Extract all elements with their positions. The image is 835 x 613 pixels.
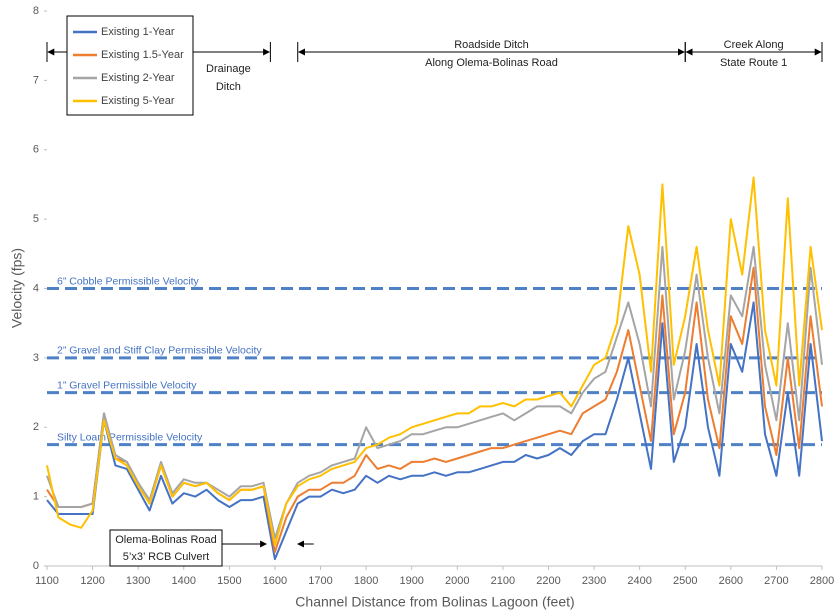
- x-tick-label: 2200: [536, 575, 560, 587]
- y-tick-label: 1: [33, 491, 39, 503]
- x-tick-label: 1700: [308, 575, 332, 587]
- legend-label: Existing 1-Year: [101, 26, 175, 38]
- culvert-label: 5’x3’ RCB Culvert: [123, 551, 209, 563]
- culvert-box: [109, 529, 223, 567]
- y-axis-title: Velocity (fps): [9, 248, 25, 328]
- reference-label: 6” Cobble Permissible Velocity: [57, 275, 200, 287]
- y-tick-label: 2: [33, 421, 39, 433]
- x-tick-label: 1200: [80, 575, 104, 587]
- legend-label: Existing 2-Year: [101, 72, 175, 84]
- x-tick-label: 1500: [217, 575, 241, 587]
- legend-label: Existing 1.5-Year: [101, 49, 184, 61]
- x-tick-label: 2600: [719, 575, 743, 587]
- section-label: Creek Along: [724, 39, 784, 51]
- legend-label: Existing 5-Year: [101, 95, 175, 107]
- section-label: Drainage: [206, 63, 251, 75]
- reference-label: 2” Gravel and Stiff Clay Permissible Vel…: [57, 345, 262, 357]
- section-label: Roadside Ditch: [454, 39, 529, 51]
- section-label: State Route 1: [720, 57, 787, 69]
- y-tick-label: 0: [33, 560, 39, 572]
- x-tick-label: 1800: [354, 575, 378, 587]
- x-tick-label: 1100: [35, 575, 59, 587]
- x-tick-label: 1400: [172, 575, 196, 587]
- x-tick-label: 2800: [810, 575, 834, 587]
- section-label: Along Olema-Bolinas Road: [425, 57, 558, 69]
- x-tick-label: 2400: [627, 575, 651, 587]
- x-tick-label: 1900: [399, 575, 423, 587]
- x-tick-label: 2700: [764, 575, 788, 587]
- x-tick-label: 2000: [445, 575, 469, 587]
- x-tick-label: 2300: [582, 575, 606, 587]
- series-line: [46, 176, 823, 547]
- series-line: [46, 301, 823, 561]
- series-line: [46, 245, 823, 540]
- y-tick-label: 6: [33, 144, 39, 156]
- x-axis-title: Channel Distance from Bolinas Lagoon (fe…: [295, 594, 574, 610]
- y-tick-label: 5: [33, 213, 39, 225]
- x-tick-label: 1600: [263, 575, 287, 587]
- x-tick-label: 2100: [491, 575, 515, 587]
- y-tick-label: 7: [33, 74, 39, 86]
- culvert-label: Olema-Bolinas Road: [115, 534, 217, 546]
- y-tick-label: 8: [33, 5, 39, 17]
- reference-label: 1” Gravel Permissible Velocity: [57, 379, 197, 391]
- reference-label: Silty Loam Permissible Velocity: [57, 431, 203, 443]
- x-tick-label: 1300: [126, 575, 150, 587]
- y-tick-label: 3: [33, 352, 39, 364]
- x-tick-label: 2500: [673, 575, 697, 587]
- section-label: Ditch: [216, 81, 241, 93]
- y-tick-label: 4: [33, 282, 39, 294]
